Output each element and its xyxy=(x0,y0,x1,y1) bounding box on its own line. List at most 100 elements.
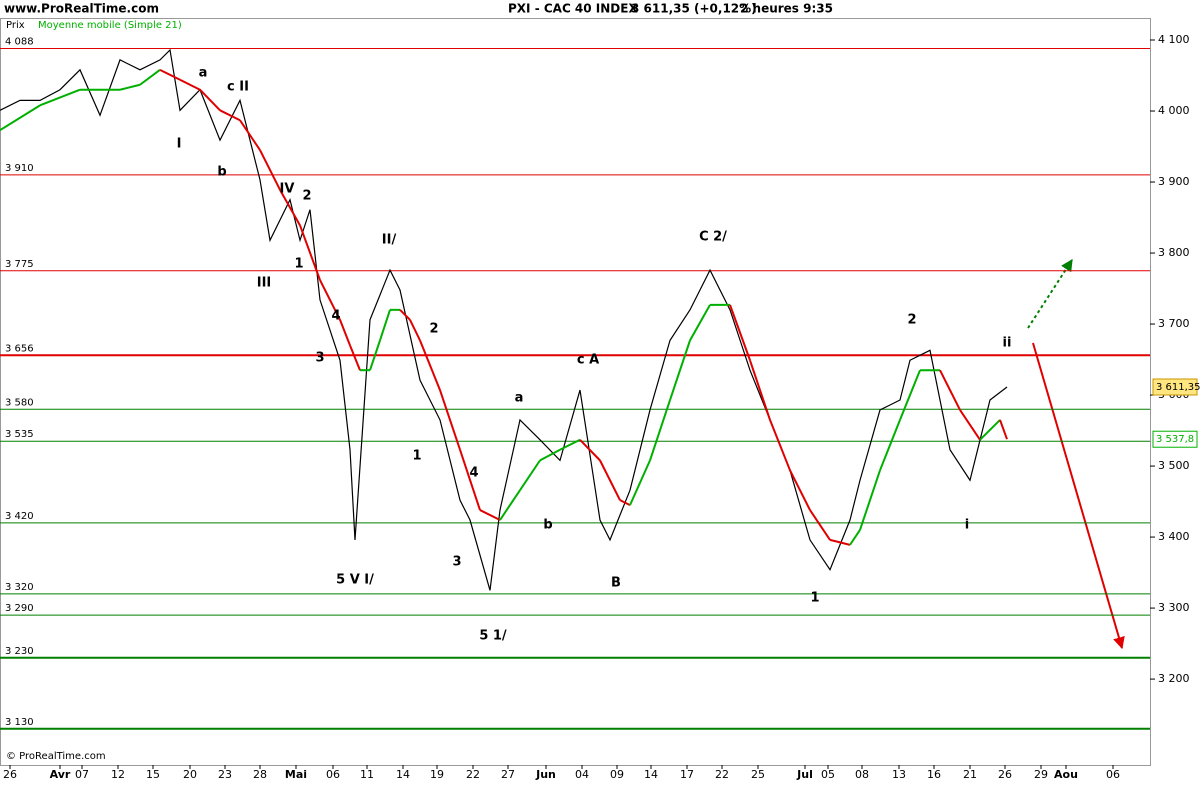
x-tick-label: 15 xyxy=(146,768,160,781)
y-tick-label: 3 900 xyxy=(1158,175,1190,188)
last-value-label: 3 537,8 xyxy=(1156,434,1194,445)
wave-label: 4 xyxy=(331,309,340,324)
x-tick-label: 20 xyxy=(183,768,197,781)
wave-label: C 2/ xyxy=(699,230,727,245)
wave-label: III xyxy=(257,276,272,291)
ma-segment xyxy=(349,344,361,371)
x-tick-label: 27 xyxy=(501,768,515,781)
wave-label: I xyxy=(177,137,182,152)
ma-segment xyxy=(0,104,41,132)
ma-segment xyxy=(829,538,851,546)
x-tick-label: 23 xyxy=(218,768,232,781)
title: PXI - CAC 40 INDEX xyxy=(508,2,638,16)
x-tick-label: 07 xyxy=(75,768,89,781)
level-label: 4 088 xyxy=(5,37,34,48)
x-tick-label: 09 xyxy=(610,768,624,781)
wave-label: 5 1/ xyxy=(479,629,507,644)
level-label: 3 535 xyxy=(5,429,34,440)
x-tick-label: 21 xyxy=(963,768,977,781)
wave-label: IV xyxy=(280,182,295,197)
ma-segment xyxy=(219,109,241,122)
ma-segment xyxy=(519,459,541,491)
ma-segment xyxy=(669,340,691,401)
plot-frame xyxy=(0,18,1151,766)
x-tick-label: Jul xyxy=(796,768,813,781)
y-tick-label: 3 300 xyxy=(1158,601,1190,614)
wave-label: 2 xyxy=(907,313,916,328)
ma-segment xyxy=(139,69,161,86)
ma-segment xyxy=(649,399,671,461)
ma-segment xyxy=(539,448,561,462)
x-tick-label: 13 xyxy=(892,768,906,781)
wave-label: II/ xyxy=(382,233,397,248)
ma-segment xyxy=(559,438,581,451)
x-tick-label: 08 xyxy=(855,768,869,781)
quote: 3 611,35 (+0,12%) xyxy=(631,2,757,16)
ma-segment xyxy=(789,469,811,511)
ma-segment xyxy=(619,499,631,507)
x-tick-label: 04 xyxy=(575,768,589,781)
x-tick-label: Jun xyxy=(535,768,556,781)
wave-label: a xyxy=(515,391,524,406)
x-tick-label: 05 xyxy=(821,768,835,781)
ma-segment xyxy=(369,340,381,371)
down-arrow xyxy=(1032,342,1125,650)
x-tick-label: 19 xyxy=(430,768,444,781)
ma-segment xyxy=(409,319,421,341)
x-tick-label: 22 xyxy=(715,768,729,781)
wave-label: B xyxy=(611,576,621,591)
wave-label: 4 xyxy=(469,466,478,481)
level-label: 3 320 xyxy=(5,582,34,593)
wave-label: c II xyxy=(227,80,249,95)
ma-segment xyxy=(959,409,981,441)
y-tick-label: 4 100 xyxy=(1158,33,1190,46)
ma-segment xyxy=(579,439,601,462)
wave-label: 3 xyxy=(315,351,324,366)
y-tick-label: 4 000 xyxy=(1158,104,1190,117)
ma-segment xyxy=(629,459,651,506)
ma-segment xyxy=(599,459,621,501)
x-tick-label: Aou xyxy=(1054,768,1078,781)
level-label: 3 420 xyxy=(5,511,34,522)
x-tick-label: 14 xyxy=(396,768,410,781)
x-tick-label: 06 xyxy=(1106,768,1120,781)
wave-label: 5 V I/ xyxy=(336,573,374,588)
ma-segment xyxy=(259,149,281,191)
ma-segment xyxy=(199,89,221,112)
y-tick-label: 3 800 xyxy=(1158,246,1190,259)
level-label: 3 580 xyxy=(5,397,34,408)
price-line xyxy=(0,48,1008,591)
last-value-box xyxy=(1152,378,1198,396)
ma-segment xyxy=(859,470,881,531)
x-tick-label: 28 xyxy=(253,768,267,781)
level-label: 3 656 xyxy=(5,343,34,354)
ma-segment xyxy=(729,304,751,361)
wave-label: 1 xyxy=(412,449,421,464)
ma-segment xyxy=(419,340,441,391)
ma-segment xyxy=(319,279,341,321)
legend-price: Prix xyxy=(6,20,25,31)
x-tick-label: 06 xyxy=(326,768,340,781)
footer: © ProRealTime.com xyxy=(6,751,106,762)
x-tick-label: 12 xyxy=(111,768,125,781)
x-tick-label: Avr xyxy=(50,768,71,781)
ma-segment xyxy=(689,304,711,341)
x-tick-label: 29 xyxy=(1034,768,1048,781)
x-tick-label: 26 xyxy=(998,768,1012,781)
y-tick-label: 3 700 xyxy=(1158,317,1190,330)
wave-label: ii xyxy=(1003,336,1012,351)
ma-segment xyxy=(899,369,921,421)
ma-segment xyxy=(39,88,81,107)
x-tick-label: 22 xyxy=(466,768,480,781)
ma-segment xyxy=(459,449,481,511)
ma-segment xyxy=(979,419,1001,441)
ma-segment xyxy=(479,509,501,521)
x-tick-label: 16 xyxy=(927,768,941,781)
level-label: 3 130 xyxy=(5,717,34,728)
y-tick-label: 3 500 xyxy=(1158,459,1190,472)
level-label: 3 230 xyxy=(5,646,34,657)
ma-segment xyxy=(179,78,201,91)
wave-label: b xyxy=(217,165,226,180)
ma-segment xyxy=(939,369,961,411)
